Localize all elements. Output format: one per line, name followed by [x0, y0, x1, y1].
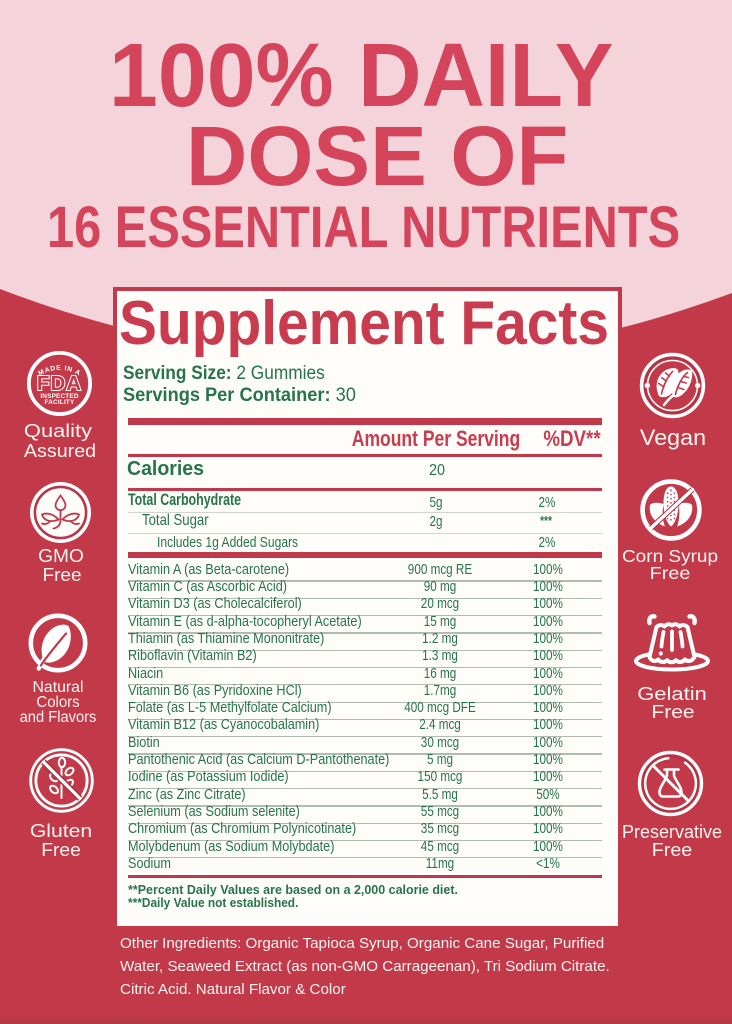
svg-text:FDA: FDA	[36, 372, 81, 395]
svg-text:INSPECTED: INSPECTED	[40, 392, 79, 399]
svg-text:FACILITY: FACILITY	[44, 398, 75, 405]
